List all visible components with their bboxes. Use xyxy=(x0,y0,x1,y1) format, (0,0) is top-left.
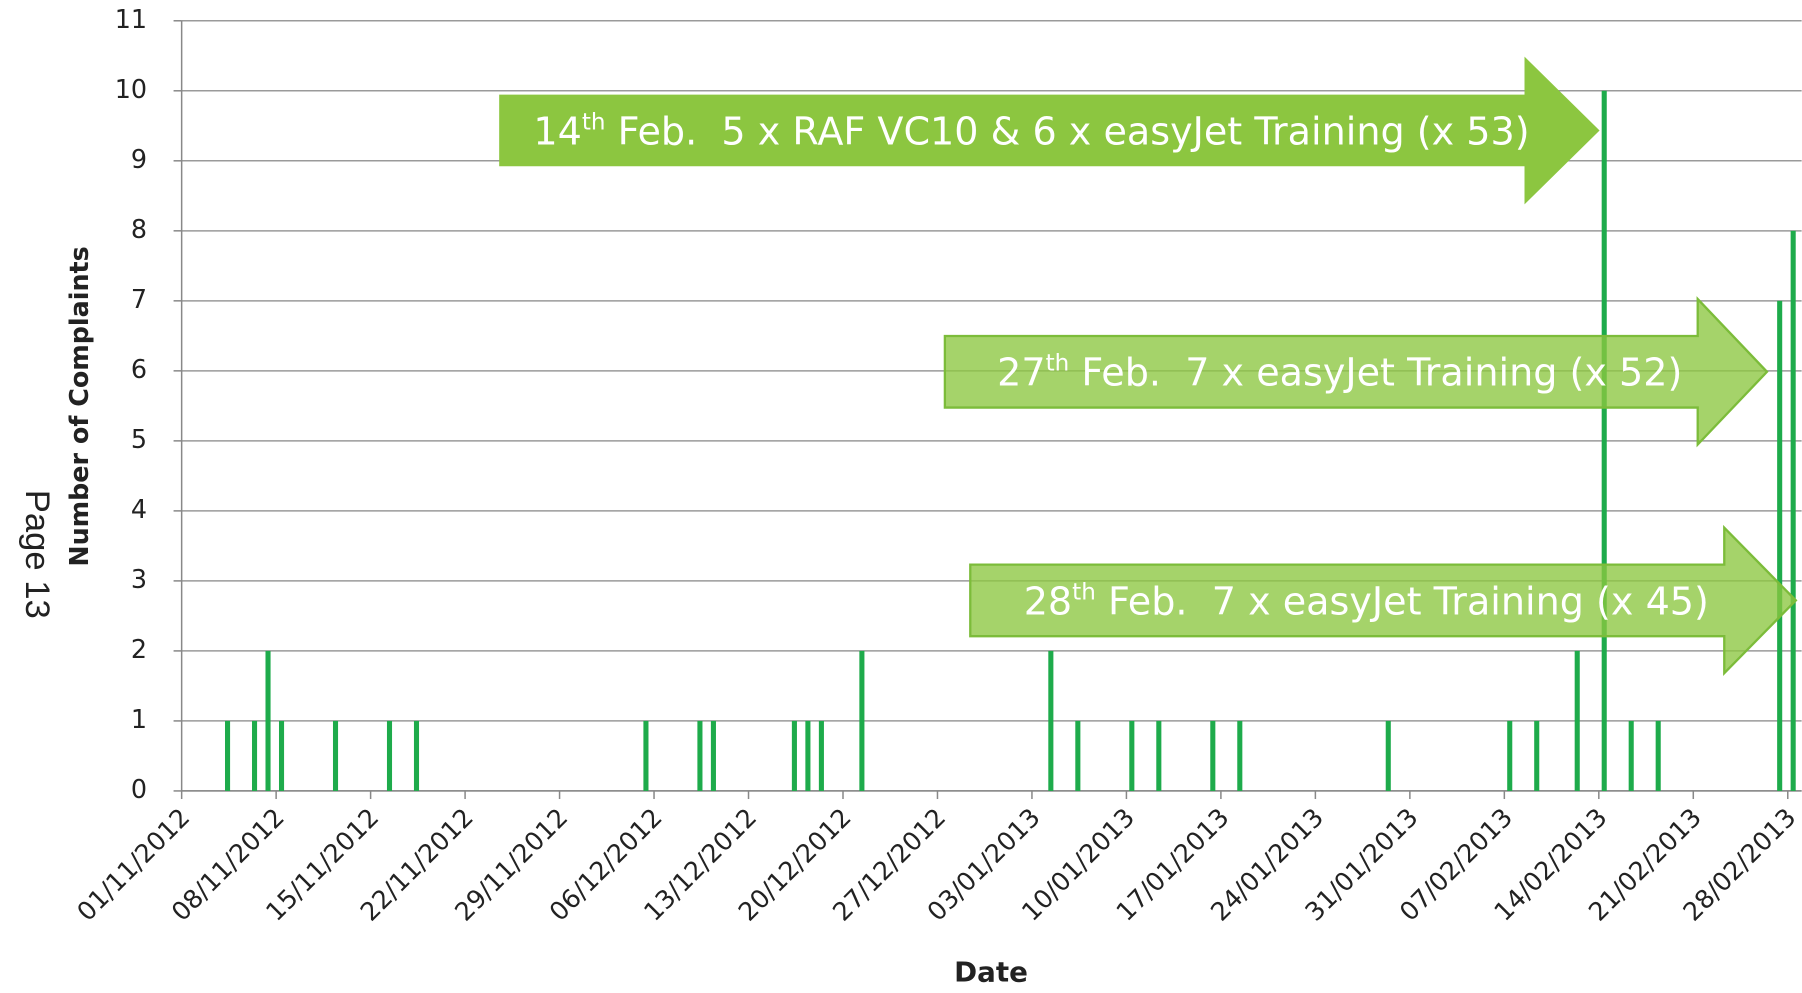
bar xyxy=(1210,720,1216,791)
bar xyxy=(818,720,824,791)
annotation-text: 27th Feb. 7 x easyJet Training (x 52) xyxy=(997,351,1682,395)
bar xyxy=(1385,720,1391,791)
annotation-body: Feb. 7 x easyJet Training (x 45) xyxy=(1096,579,1709,623)
bar xyxy=(1129,720,1135,791)
bar xyxy=(1075,720,1081,791)
y-tick-label: 9 xyxy=(131,144,147,174)
bar xyxy=(643,720,649,791)
y-tick-label: 0 xyxy=(131,774,147,804)
annotation-suffix: th xyxy=(1046,351,1070,377)
bar xyxy=(791,720,797,791)
annotation-body: Feb. 5 x RAF VC10 & 6 x easyJet Training… xyxy=(606,109,1530,153)
annotation-body: Feb. 7 x easyJet Training (x 52) xyxy=(1069,351,1682,395)
bar xyxy=(859,650,865,791)
annotation-day: 14 xyxy=(533,109,581,153)
y-tick-label: 5 xyxy=(131,424,147,454)
y-tick-label: 8 xyxy=(131,214,147,244)
annotation-suffix: th xyxy=(582,109,606,135)
bar xyxy=(265,650,271,791)
bar xyxy=(251,720,258,791)
y-tick-label: 1 xyxy=(131,704,147,734)
annotation-text: 28th Feb. 7 x easyJet Training (x 45) xyxy=(1024,579,1709,623)
bar xyxy=(1601,90,1607,791)
bar xyxy=(710,720,716,791)
annotation-suffix: th xyxy=(1072,579,1096,605)
x-axis-title: Date xyxy=(954,955,1028,988)
y-tick-label: 10 xyxy=(115,74,147,104)
annotation-arrow xyxy=(943,296,1769,448)
bar xyxy=(1655,720,1661,791)
bar xyxy=(1777,300,1783,791)
bar xyxy=(1628,720,1634,791)
bar xyxy=(225,720,231,791)
y-tick-label: 6 xyxy=(131,354,147,384)
annotation-day: 28 xyxy=(1024,579,1072,623)
bar xyxy=(1156,720,1162,791)
bar xyxy=(1790,230,1796,791)
annotation-day: 27 xyxy=(997,351,1045,395)
bar xyxy=(1574,650,1580,791)
bar xyxy=(697,720,703,791)
bar xyxy=(413,720,420,791)
bar xyxy=(1048,650,1054,791)
y-tick-label: 3 xyxy=(131,564,147,594)
bar xyxy=(1507,720,1513,791)
bar xyxy=(805,720,811,791)
y-tick-label: 11 xyxy=(115,4,147,34)
bar xyxy=(332,720,339,791)
y-tick-label: 4 xyxy=(131,494,147,524)
y-tick-label: 2 xyxy=(131,634,147,664)
bar xyxy=(1534,720,1540,791)
annotation-arrow xyxy=(969,524,1798,676)
bar xyxy=(278,720,285,791)
bar xyxy=(1237,720,1243,791)
page-label: Page 13 xyxy=(18,490,56,619)
bar xyxy=(386,720,393,791)
annotation-text: 14th Feb. 5 x RAF VC10 & 6 x easyJet Tra… xyxy=(533,109,1529,153)
y-tick-label: 7 xyxy=(131,284,147,314)
annotation-arrow xyxy=(499,56,1600,205)
y-axis-title: Number of Complaints xyxy=(64,246,94,566)
